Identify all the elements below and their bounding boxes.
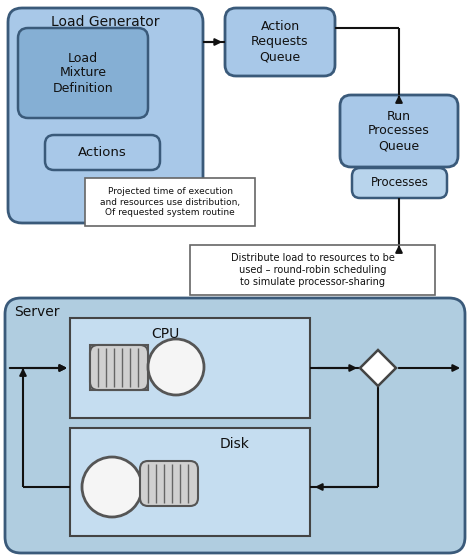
Text: Run
Processes
Queue: Run Processes Queue	[368, 110, 430, 153]
Circle shape	[148, 339, 204, 395]
Text: Load Generator: Load Generator	[51, 15, 160, 29]
Text: Disk: Disk	[220, 437, 250, 451]
FancyBboxPatch shape	[340, 95, 458, 167]
FancyBboxPatch shape	[90, 345, 148, 390]
Text: Projected time of execution
and resources use distribution,
Of requested system : Projected time of execution and resource…	[100, 187, 240, 217]
FancyBboxPatch shape	[352, 168, 447, 198]
Text: Server: Server	[14, 305, 60, 319]
FancyBboxPatch shape	[18, 28, 148, 118]
Text: Processes: Processes	[370, 177, 429, 190]
Text: Actions: Actions	[78, 145, 127, 159]
Text: Action
Requests
Queue: Action Requests Queue	[251, 21, 309, 64]
FancyBboxPatch shape	[140, 461, 198, 506]
Bar	[70, 428, 310, 536]
Circle shape	[82, 457, 142, 517]
FancyBboxPatch shape	[225, 8, 335, 76]
Text: Load
Mixture
Definition: Load Mixture Definition	[53, 51, 114, 94]
FancyBboxPatch shape	[5, 298, 465, 553]
Polygon shape	[360, 350, 396, 386]
Bar	[190, 245, 435, 295]
Bar	[70, 318, 310, 418]
FancyBboxPatch shape	[8, 8, 203, 223]
FancyBboxPatch shape	[45, 135, 160, 170]
Bar	[85, 178, 255, 226]
Text: CPU: CPU	[151, 327, 179, 341]
Text: Distribute load to resources to be
used – round-robin scheduling
to simulate pro: Distribute load to resources to be used …	[230, 253, 394, 287]
Bar	[90, 345, 148, 390]
